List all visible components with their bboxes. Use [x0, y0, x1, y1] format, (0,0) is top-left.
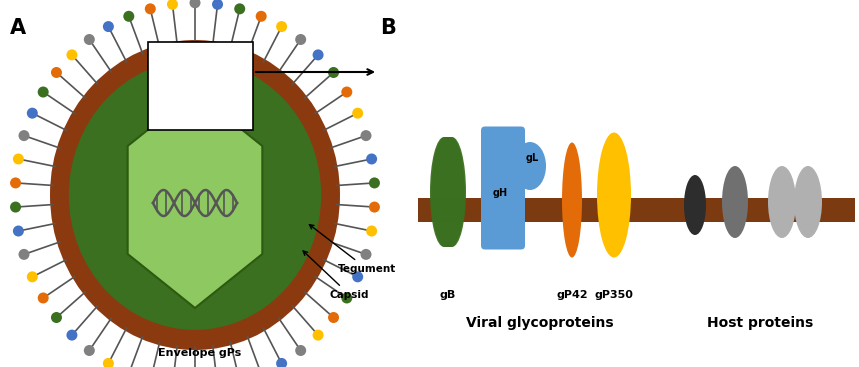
- Ellipse shape: [295, 34, 306, 45]
- Ellipse shape: [51, 312, 62, 323]
- Ellipse shape: [328, 67, 339, 78]
- Text: Capsid: Capsid: [303, 251, 369, 300]
- Ellipse shape: [167, 0, 178, 10]
- Text: B: B: [380, 18, 396, 38]
- Ellipse shape: [103, 21, 114, 32]
- Ellipse shape: [19, 249, 29, 260]
- Ellipse shape: [369, 201, 380, 212]
- Ellipse shape: [341, 87, 352, 98]
- Ellipse shape: [66, 330, 77, 341]
- Ellipse shape: [69, 60, 321, 330]
- Ellipse shape: [341, 292, 352, 304]
- Ellipse shape: [366, 153, 377, 164]
- Ellipse shape: [366, 225, 377, 236]
- Ellipse shape: [51, 67, 62, 78]
- Text: Tegument: Tegument: [309, 225, 396, 274]
- Ellipse shape: [794, 166, 822, 238]
- Text: gP42: gP42: [556, 290, 588, 300]
- Text: gB: gB: [440, 290, 456, 300]
- Ellipse shape: [124, 11, 134, 22]
- FancyBboxPatch shape: [481, 127, 525, 250]
- Ellipse shape: [10, 201, 21, 212]
- Bar: [418, 198, 855, 222]
- Text: Envelope gPs: Envelope gPs: [158, 348, 241, 358]
- Text: Viral glycoproteins: Viral glycoproteins: [466, 316, 614, 330]
- Ellipse shape: [562, 142, 582, 258]
- Ellipse shape: [38, 87, 49, 98]
- Ellipse shape: [190, 0, 200, 8]
- Ellipse shape: [27, 271, 38, 282]
- Ellipse shape: [436, 137, 465, 247]
- Text: A: A: [10, 18, 26, 38]
- Bar: [148, 42, 253, 130]
- Ellipse shape: [434, 137, 462, 247]
- Ellipse shape: [84, 34, 94, 45]
- Ellipse shape: [514, 142, 546, 190]
- Text: gH: gH: [492, 188, 508, 198]
- Ellipse shape: [10, 177, 21, 188]
- Polygon shape: [128, 92, 262, 308]
- Ellipse shape: [145, 3, 155, 14]
- Ellipse shape: [50, 40, 340, 350]
- Ellipse shape: [369, 177, 380, 188]
- Ellipse shape: [430, 137, 458, 247]
- Ellipse shape: [276, 358, 287, 367]
- Ellipse shape: [768, 166, 796, 238]
- Ellipse shape: [438, 137, 466, 247]
- Ellipse shape: [13, 153, 24, 164]
- Ellipse shape: [597, 132, 631, 258]
- Text: Host proteins: Host proteins: [707, 316, 813, 330]
- Ellipse shape: [361, 130, 371, 141]
- Ellipse shape: [431, 137, 460, 247]
- Ellipse shape: [684, 175, 706, 235]
- Ellipse shape: [256, 11, 266, 22]
- Ellipse shape: [295, 345, 306, 356]
- Ellipse shape: [361, 249, 371, 260]
- Ellipse shape: [328, 312, 339, 323]
- Ellipse shape: [436, 137, 463, 247]
- Ellipse shape: [313, 330, 324, 341]
- Ellipse shape: [19, 130, 29, 141]
- Ellipse shape: [66, 50, 77, 61]
- Ellipse shape: [235, 3, 245, 14]
- Text: gL: gL: [526, 153, 539, 163]
- Ellipse shape: [103, 358, 114, 367]
- Ellipse shape: [722, 166, 748, 238]
- Ellipse shape: [352, 108, 363, 119]
- Ellipse shape: [13, 225, 24, 236]
- Text: gP350: gP350: [594, 290, 633, 300]
- Ellipse shape: [212, 0, 223, 10]
- Ellipse shape: [38, 292, 49, 304]
- Ellipse shape: [313, 50, 324, 61]
- Ellipse shape: [433, 137, 460, 247]
- Ellipse shape: [27, 108, 38, 119]
- Ellipse shape: [276, 21, 287, 32]
- Ellipse shape: [84, 345, 94, 356]
- Ellipse shape: [352, 271, 363, 282]
